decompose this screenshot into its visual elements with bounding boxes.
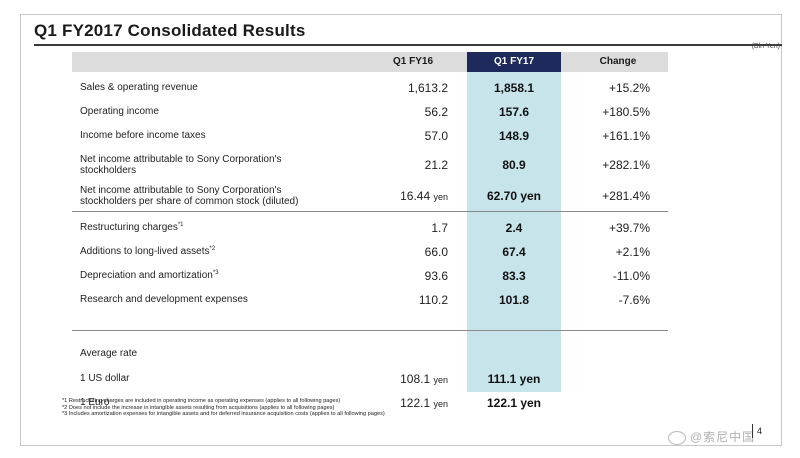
row-label: Depreciation and amortization*3 [80,270,219,281]
footnote-ref: *3 [212,270,219,276]
change-value: +161.1% [602,129,650,143]
row-label: 1 Euro [80,397,110,408]
section-divider [72,330,668,331]
row-label: Operating income [80,106,159,117]
q1-fy17-highlight-column [467,52,561,392]
fy16-number: 108.1 [400,372,431,386]
change-value: +180.5% [602,105,650,119]
fy16-unit: yen [433,192,448,202]
results-table: Q1 FY16 Q1 FY17 Change Sales & operating… [72,52,668,410]
section-divider [72,211,668,212]
footnote-ref: *1 [177,222,184,228]
fy17-value: 67.4 [502,245,526,259]
fy16-value: 1.7 [431,221,448,235]
fy16-value: 122.1 yen [400,396,448,410]
table-row: Average rate [72,340,668,364]
fy16-value: 110.2 [418,293,448,307]
fy16-value: 56.2 [424,105,448,119]
slide-title: Q1 FY2017 Consolidated Results [34,21,306,40]
footnote-2: *2 Does not include the increase in inta… [62,404,335,411]
row-label: Net income attributable to Sony Corporat… [80,154,282,165]
unit-label: (Bln Yen) [751,43,780,50]
change-value: +282.1% [602,158,650,172]
footnote-1: *1 Restructuring charges are included in… [62,398,341,404]
slide [20,14,782,446]
title-divider [34,44,782,46]
fy17-value: 80.9 [502,158,526,172]
header-q1-fy16: Q1 FY16 [392,56,434,67]
fy16-unit: yen [433,375,448,385]
watermark: @索尼中国 [668,428,755,445]
change-value: +2.1% [615,245,650,259]
footnote-3: *3 Includes amortization expenses for in… [62,411,385,418]
change-value: -11.0% [612,269,650,283]
fy16-value: 93.6 [424,269,448,283]
table-row: Income before income taxes 57.0 148.9 +1… [72,122,668,146]
fy16-value: 66.0 [424,245,448,259]
page-number: 4 [757,426,763,436]
table-row: 1 US dollar 108.1 yen 111.1 yen [72,364,668,388]
table-row: Research and development expenses 110.2 … [72,286,668,310]
table-row: Depreciation and amortization*3 93.6 83.… [72,262,668,286]
fy16-value: 1,613.2 [407,81,448,95]
fy17-value: 101.8 [498,293,530,307]
row-label: Additions to long-lived assets*2 [80,246,215,257]
weibo-logo-icon [668,430,686,445]
fy17-value: 122.1 yen [486,396,542,410]
footnote-ref: *2 [209,246,216,252]
header-q1-fy17: Q1 FY17 [467,52,561,72]
row-label: 1 US dollar [80,373,130,384]
page-number-bar [752,424,753,438]
fy17-value: 111.1 yen [487,372,541,386]
row-label: Income before income taxes [80,130,206,141]
fy17-value: 1,858.1 [493,81,535,95]
table-row: Restructuring charges*1 1.7 2.4 +39.7% [72,214,668,238]
row-label: Average rate [80,348,138,359]
table-row: Sales & operating revenue 1,613.2 1,858.… [72,74,668,98]
row-label-text: Depreciation and amortization [80,270,213,281]
fy16-number: 16.44 [400,189,431,203]
row-label-line2: stockholders [80,165,137,176]
fy17-value: 62.70 yen [486,189,542,203]
row-label-line2: stockholders per share of common stock (… [80,196,299,207]
row-label: Sales & operating revenue [80,82,198,93]
fy17-value: 148.9 [498,129,530,143]
fy17-value: 2.4 [505,221,523,235]
row-label-text: Additions to long-lived assets [80,246,210,257]
fy16-number: 122.1 [400,396,431,410]
change-value: +15.2% [608,81,650,95]
change-value: +39.7% [608,221,650,235]
footnotes: *1 Restructuring charges are included in… [62,398,385,418]
row-label: Net income attributable to Sony Corporat… [80,185,282,196]
table-row: Operating income 56.2 157.6 +180.5% [72,98,668,122]
table-row: Net income attributable to Sony Corporat… [72,146,668,176]
fy16-value: 21.2 [424,158,448,172]
row-label: Restructuring charges*1 [80,222,184,233]
row-label: Research and development expenses [80,294,248,305]
watermark-text: @索尼中国 [690,430,756,444]
table-row: Net income attributable to Sony Corporat… [72,176,668,208]
header-change: Change [599,56,637,67]
fy16-value: 108.1 yen [400,372,448,386]
change-value: +281.4% [602,189,650,203]
fy16-value: 16.44 yen [400,189,448,203]
row-label-text: Restructuring charges [80,222,178,233]
fy16-unit: yen [433,399,448,409]
change-value: -7.6% [618,293,650,307]
table-row: Additions to long-lived assets*2 66.0 67… [72,238,668,262]
table-row: 1 Euro 122.1 yen 122.1 yen [72,388,668,412]
fy16-value: 57.0 [424,129,448,143]
fy17-value: 157.6 [498,105,530,119]
table-header-row: Q1 FY16 Q1 FY17 Change [72,52,668,72]
fy17-value: 83.3 [502,269,526,283]
